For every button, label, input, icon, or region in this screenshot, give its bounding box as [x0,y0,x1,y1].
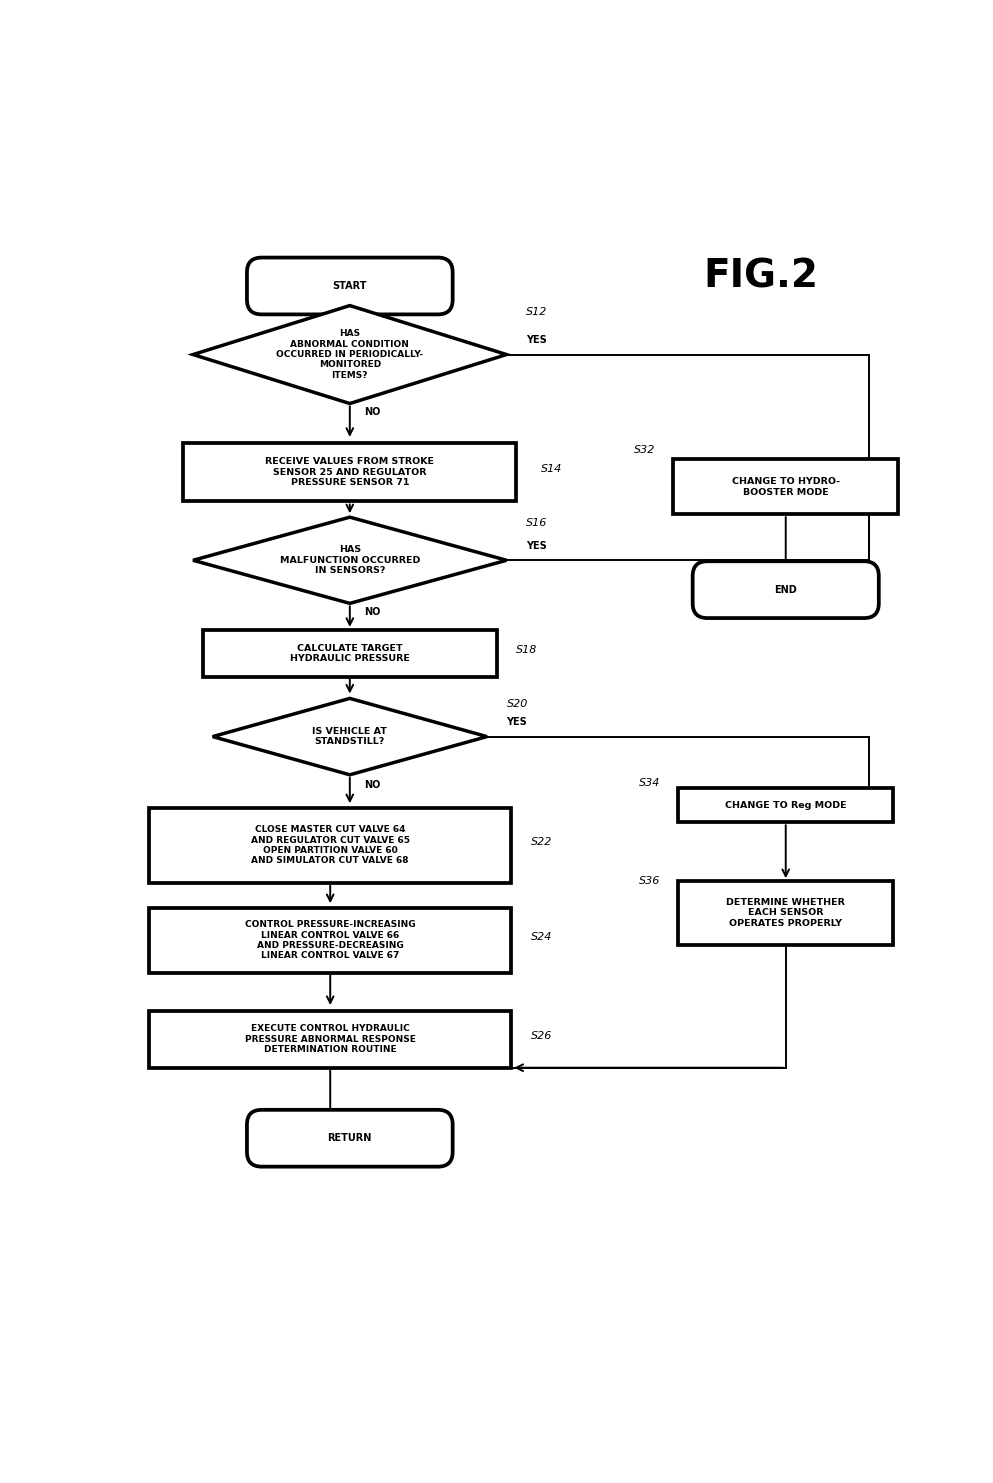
Bar [203,630,496,676]
Text: EXECUTE CONTROL HYDRAULIC
PRESSURE ABNORMAL RESPONSE
DETERMINATION ROUTINE: EXECUTE CONTROL HYDRAULIC PRESSURE ABNOR… [244,1025,415,1054]
Text: YES: YES [526,540,546,550]
Text: S22: S22 [531,838,552,847]
Text: NO: NO [364,607,380,617]
Text: IS VEHICLE AT
STANDSTILL?: IS VEHICLE AT STANDSTILL? [312,727,387,746]
Text: S14: S14 [540,464,562,475]
Polygon shape [213,698,487,774]
Text: S18: S18 [516,645,537,655]
Text: CALCULATE TARGET
HYDRAULIC PRESSURE: CALCULATE TARGET HYDRAULIC PRESSURE [290,644,409,663]
FancyBboxPatch shape [247,1109,453,1167]
Text: CLOSE MASTER CUT VALVE 64
AND REGULATOR CUT VALVE 65
OPEN PARTITION VALVE 60
AND: CLOSE MASTER CUT VALVE 64 AND REGULATOR … [250,825,409,866]
Text: S34: S34 [638,777,659,787]
FancyBboxPatch shape [247,258,453,314]
Polygon shape [193,518,506,604]
Text: FIG.2: FIG.2 [703,257,818,295]
Text: S24: S24 [531,933,552,942]
Polygon shape [193,305,506,403]
Text: CHANGE TO Reg MODE: CHANGE TO Reg MODE [725,801,846,810]
Text: HAS
ABNORMAL CONDITION
OCCURRED IN PERIODICALLY-
MONITORED
ITEMS?: HAS ABNORMAL CONDITION OCCURRED IN PERIO… [276,329,423,380]
Text: RETURN: RETURN [328,1133,371,1143]
Text: CONTROL PRESSURE-INCREASING
LINEAR CONTROL VALVE 66
AND PRESSURE-DECREASING
LINE: CONTROL PRESSURE-INCREASING LINEAR CONTR… [245,921,415,961]
Text: S36: S36 [638,875,659,885]
Text: RECEIVE VALUES FROM STROKE
SENSOR 25 AND REGULATOR
PRESSURE SENSOR 71: RECEIVE VALUES FROM STROKE SENSOR 25 AND… [265,457,434,486]
Text: CHANGE TO HYDRO-
BOOSTER MODE: CHANGE TO HYDRO- BOOSTER MODE [732,478,839,497]
Text: S20: S20 [506,698,527,709]
Text: S12: S12 [526,307,547,317]
Bar [672,460,898,515]
Bar [183,443,516,501]
Bar [149,808,511,882]
Text: END: END [774,584,796,595]
Text: S16: S16 [526,518,547,528]
Text: S26: S26 [531,1031,552,1041]
Text: HAS
MALFUNCTION OCCURRED
IN SENSORS?: HAS MALFUNCTION OCCURRED IN SENSORS? [279,546,420,575]
Text: YES: YES [506,716,527,727]
Text: DETERMINE WHETHER
EACH SENSOR
OPERATES PROPERLY: DETERMINE WHETHER EACH SENSOR OPERATES P… [726,899,845,928]
Text: START: START [333,280,366,291]
Text: NO: NO [364,408,380,417]
FancyBboxPatch shape [692,561,879,618]
Bar [677,881,893,945]
Text: YES: YES [526,335,546,346]
Text: S32: S32 [634,445,655,454]
Bar [149,1011,511,1068]
Bar [149,908,511,973]
Text: NO: NO [364,780,380,789]
Bar [677,787,893,822]
